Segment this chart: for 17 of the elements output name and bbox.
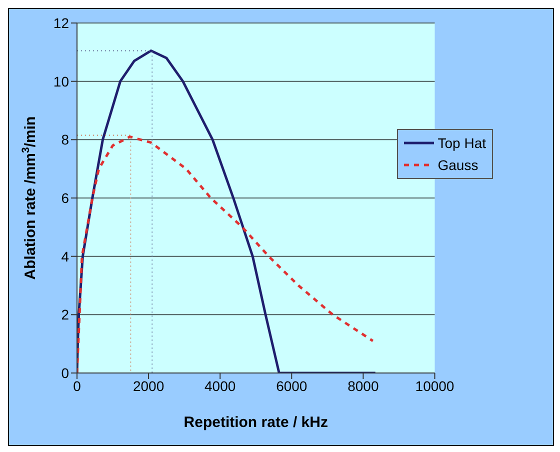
x-tick-label: 8000	[348, 378, 379, 394]
x-tick-label: 2000	[132, 378, 164, 394]
line-series	[77, 136, 374, 373]
y-tick-label: 2	[61, 306, 70, 323]
legend-label: Top Hat	[438, 134, 486, 153]
x-tick-label: 0	[73, 378, 82, 394]
x-tick-label: 10000	[415, 378, 454, 394]
y-tick-label: 6	[61, 190, 70, 206]
x-axis-title: Repetition rate / kHz	[184, 414, 328, 431]
y-tick-label: 0	[61, 364, 70, 381]
y-tick-label: 10	[53, 73, 70, 90]
x-tick-label: 6000	[276, 378, 308, 394]
x-tick-label: 4000	[204, 378, 236, 394]
y-tick-label: 4	[61, 248, 70, 264]
legend-label: Gauss	[438, 156, 478, 175]
y-tick-label: 12	[53, 14, 70, 31]
y-tick-label: 8	[61, 132, 70, 148]
